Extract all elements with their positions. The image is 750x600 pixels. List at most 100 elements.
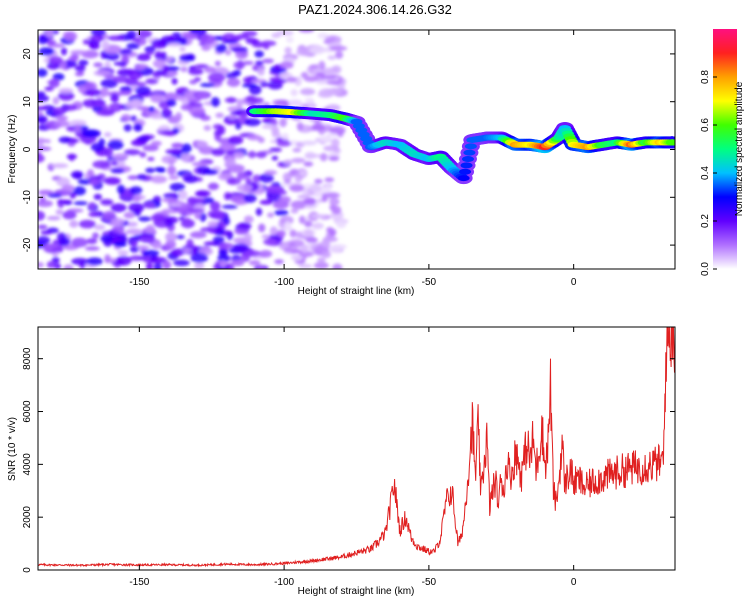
noise-blob [171, 77, 178, 85]
noise-blob [117, 249, 129, 256]
noise-blob [131, 240, 138, 247]
noise-blob [62, 210, 77, 220]
colorbar-tick-label: 0.6 [700, 118, 711, 132]
snr-plot [38, 327, 675, 568]
noise-blob [112, 225, 125, 234]
noise-blob [69, 192, 77, 199]
noise-blob [225, 263, 235, 269]
noise-blob [256, 265, 265, 269]
noise-blob [165, 148, 183, 155]
noise-blob [110, 217, 125, 227]
noise-blob [207, 72, 226, 83]
noise-blob [52, 96, 60, 105]
noise-blob [255, 207, 263, 217]
noise-blob [93, 62, 103, 68]
noise-blob [71, 237, 88, 248]
noise-blob [335, 50, 344, 59]
noise-blob [245, 177, 252, 185]
noise-blob [179, 54, 194, 62]
noise-blob [138, 216, 151, 222]
noise-blob [300, 71, 309, 79]
noise-blob [151, 241, 163, 250]
noise-blob [165, 71, 178, 77]
noise-blob [286, 36, 294, 43]
noise-blob [213, 212, 225, 220]
noise-blob [183, 217, 192, 226]
signal-core [457, 175, 470, 182]
noise-blob [299, 88, 316, 96]
noise-blob [194, 261, 205, 269]
noise-blob [119, 86, 133, 91]
noise-blob [115, 255, 132, 266]
snr-axes: -150 -100 -50 0 0 2000 4000 6000 8000 [22, 327, 675, 588]
noise-blob [55, 115, 69, 121]
noise-blob [187, 208, 205, 213]
noise-blob [200, 227, 216, 233]
noise-blob [136, 53, 151, 62]
noise-blob [161, 197, 178, 203]
snr-frame [37, 326, 676, 571]
noise-blob [86, 238, 98, 245]
noise-blob [271, 132, 282, 138]
noise-blob [195, 92, 209, 99]
noise-blob [165, 232, 177, 242]
noise-blob [171, 127, 180, 135]
noise-blob [81, 129, 100, 138]
noise-blob [271, 155, 279, 161]
noise-blob [163, 92, 179, 102]
noise-blob [78, 59, 89, 66]
noise-blob [129, 246, 140, 253]
noise-blob [129, 255, 143, 262]
noise-blob [150, 93, 164, 103]
noise-blob [181, 143, 192, 154]
noise-blob [235, 121, 242, 130]
noise-blob [311, 222, 324, 230]
noise-blob [85, 88, 102, 97]
noise-blob [276, 229, 286, 238]
noise-blob [298, 263, 313, 269]
noise-blob [281, 132, 289, 141]
noise-blob [321, 239, 331, 248]
noise-blob [57, 91, 75, 101]
noise-blob [145, 167, 156, 174]
noise-blob [176, 95, 186, 101]
noise-blob [149, 256, 168, 264]
noise-blob [309, 184, 322, 193]
noise-blob [103, 132, 112, 138]
noise-blob [295, 231, 303, 239]
noise-blob [145, 78, 159, 85]
noise-blob [329, 45, 348, 51]
noise-blob [53, 263, 62, 269]
noise-blob [183, 174, 199, 184]
noise-blob [38, 68, 48, 77]
noise-blob [63, 264, 74, 269]
noise-blob [139, 151, 147, 158]
noise-blob [48, 43, 65, 48]
noise-blob [236, 171, 248, 180]
noise-blob [236, 184, 253, 192]
noise-blob [54, 120, 70, 128]
noise-blob [261, 234, 271, 239]
noise-blob [38, 137, 47, 144]
noise-blob [83, 82, 95, 90]
signal-core [460, 162, 473, 169]
noise-blob [255, 151, 267, 159]
noise-blob [233, 61, 246, 69]
noise-blob [171, 248, 185, 257]
signal-core [464, 143, 477, 150]
noise-blob [309, 64, 319, 70]
snr-xlabel: Height of straight line (km) [298, 586, 415, 597]
noise-blob [47, 193, 63, 198]
noise-blob [300, 244, 308, 253]
noise-blob [38, 142, 45, 147]
noise-blob [68, 138, 80, 144]
noise-blob [162, 64, 169, 75]
noise-blob [278, 196, 291, 204]
noise-blob [62, 104, 78, 111]
noise-blob [326, 227, 334, 233]
noise-blob [259, 199, 273, 205]
noise-blob [58, 237, 71, 247]
noise-blob [108, 103, 118, 110]
noise-blob [296, 122, 304, 131]
noise-blob [272, 99, 290, 105]
